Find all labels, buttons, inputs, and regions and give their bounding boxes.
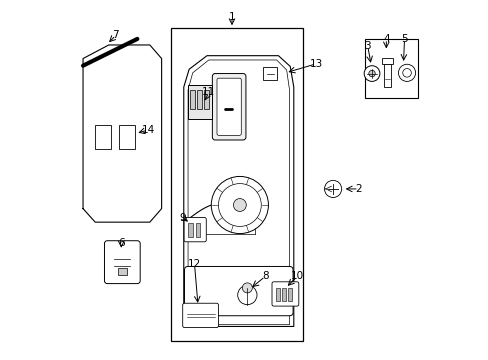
FancyBboxPatch shape: [183, 303, 218, 328]
Text: 8: 8: [262, 271, 268, 282]
Circle shape: [402, 68, 410, 77]
Bar: [95, 125, 111, 149]
Bar: [171, 28, 303, 341]
Text: 1: 1: [228, 13, 235, 22]
Circle shape: [364, 66, 379, 81]
Text: 9: 9: [180, 212, 186, 222]
FancyBboxPatch shape: [271, 282, 298, 306]
Text: 13: 13: [309, 59, 322, 69]
Circle shape: [218, 184, 261, 226]
Circle shape: [237, 285, 257, 305]
Bar: [365, 39, 417, 98]
Circle shape: [368, 70, 374, 77]
Bar: [282, 288, 285, 301]
Circle shape: [242, 283, 252, 293]
Circle shape: [324, 180, 341, 198]
Text: 4: 4: [382, 34, 389, 44]
Text: 5: 5: [400, 34, 407, 44]
Bar: [197, 90, 202, 109]
Text: 6: 6: [118, 238, 124, 248]
Text: 3: 3: [364, 41, 370, 51]
Bar: [383, 64, 390, 87]
Text: 10: 10: [290, 271, 304, 282]
Bar: [275, 288, 280, 301]
Text: 2: 2: [355, 184, 362, 194]
Text: 7: 7: [112, 30, 119, 40]
Bar: [263, 67, 277, 80]
FancyBboxPatch shape: [184, 217, 206, 242]
Text: 14: 14: [141, 125, 154, 135]
Circle shape: [233, 199, 246, 211]
Bar: [287, 288, 292, 301]
Circle shape: [211, 176, 268, 234]
Bar: [118, 267, 126, 275]
FancyBboxPatch shape: [217, 78, 241, 135]
Text: 12: 12: [187, 259, 201, 269]
Bar: [195, 222, 200, 237]
Bar: [188, 85, 212, 118]
Text: 11: 11: [202, 87, 215, 98]
Bar: [190, 90, 195, 109]
Bar: [188, 222, 193, 237]
FancyBboxPatch shape: [104, 241, 140, 284]
Bar: [203, 90, 208, 109]
FancyBboxPatch shape: [212, 73, 245, 140]
FancyBboxPatch shape: [184, 266, 292, 316]
Bar: [119, 125, 135, 149]
Bar: [381, 58, 392, 64]
Circle shape: [398, 64, 415, 81]
